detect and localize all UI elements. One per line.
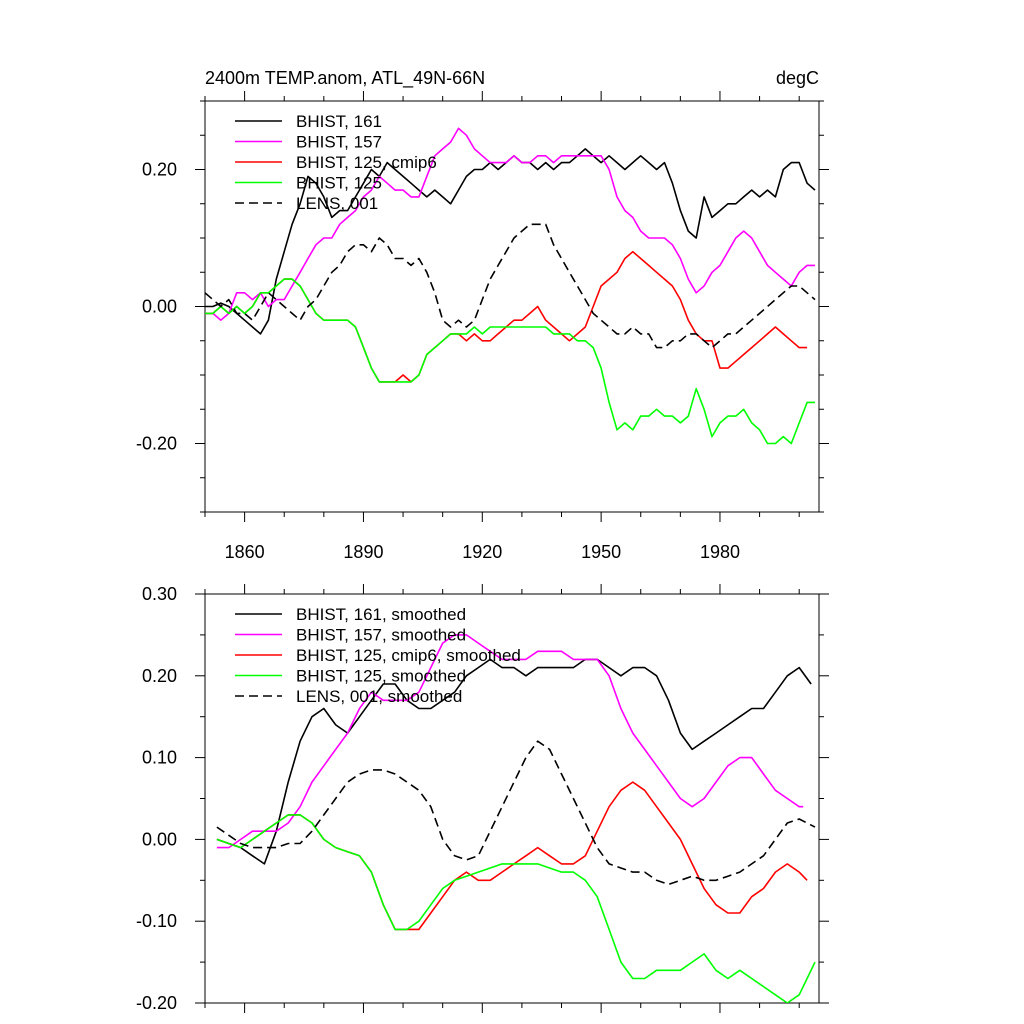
legend-label: BHIST, 125, cmip6, smoothed (296, 646, 521, 665)
x-tick-label: 1980 (700, 542, 740, 562)
y-tick-label: 0.10 (142, 748, 177, 768)
y-tick-label: -0.20 (136, 434, 177, 454)
series-line-bhist-125-cmip6-smoothed (216, 781, 808, 931)
series-line-lens-001-smoothed (216, 740, 816, 886)
x-tick-label: 1950 (581, 542, 621, 562)
legend-label: BHIST, 161, smoothed (296, 605, 466, 624)
top-panel: 2400m TEMP.anom, ATL_49N-66N degC 1860 18… (136, 68, 829, 562)
y-tick-label: -0.20 (136, 993, 177, 1013)
bottom-panel: -0.20 -0.10 0.00 0.10 0.20 0.30 BHIST, 161, sm… (136, 584, 829, 1013)
legend-label: BHIST, 157 (296, 133, 382, 152)
bottom-plot-area: -0.20 -0.10 0.00 0.10 0.20 0.30 BHIST, 161, sm… (136, 584, 829, 1013)
legend-label: BHIST, 125, cmip6 (296, 153, 437, 172)
top-units: degC (776, 68, 819, 88)
series-line-bhist-161-smoothed (216, 658, 812, 865)
legend-label: BHIST, 161 (296, 112, 382, 131)
legend-label: LENS, 001 (296, 194, 378, 213)
series-line-bhist-157-smoothed (216, 634, 804, 849)
y-tick-label: 0.00 (142, 297, 177, 317)
top-plot-area: 1860 1890 1920 1950 1980 -0.20 0.00 0.20 BHIST, … (136, 91, 829, 562)
x-tick-label: 1890 (343, 542, 383, 562)
y-tick-label: 0.00 (142, 829, 177, 849)
legend-label: BHIST, 157, smoothed (296, 626, 466, 645)
x-tick-label: 1860 (225, 542, 265, 562)
legend-label: LENS, 001, smoothed (296, 687, 462, 706)
y-tick-label: 0.30 (142, 584, 177, 604)
x-tick-label: 1920 (462, 542, 502, 562)
y-tick-label: -0.10 (136, 911, 177, 931)
series-line-lens-001 (205, 223, 816, 349)
series-line-bhist-125-smoothed (216, 814, 816, 1003)
legend-label: BHIST, 125 (296, 174, 382, 193)
series-line-bhist-125 (205, 278, 815, 445)
series-line-bhist-157 (205, 127, 815, 321)
y-tick-label: 0.20 (142, 666, 177, 686)
legend-label: BHIST, 125, smoothed (296, 667, 466, 686)
y-tick-label: 0.20 (142, 160, 177, 180)
top-title: 2400m TEMP.anom, ATL_49N-66N (205, 68, 485, 89)
